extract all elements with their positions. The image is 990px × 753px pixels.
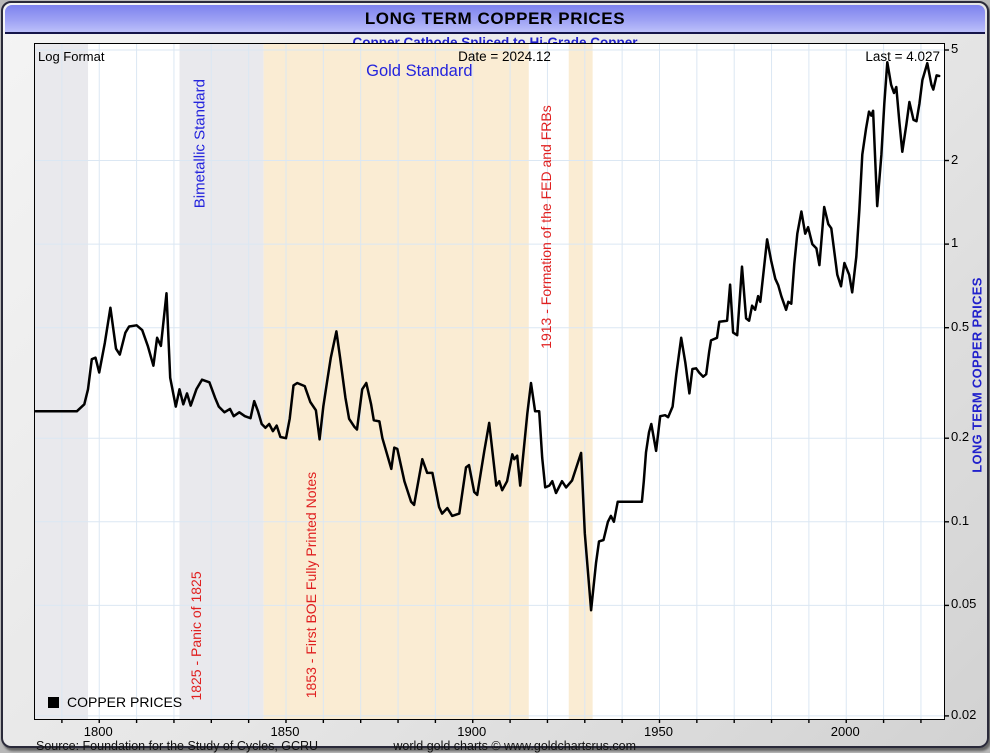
y-tick-label: 1 [951, 235, 959, 251]
legend: COPPER PRICES [48, 694, 182, 710]
x-tick-label: 1850 [270, 724, 300, 739]
band-gold-standard [263, 44, 529, 719]
y-tick-label: 0.02 [951, 706, 977, 722]
y-tick-label: 2 [951, 151, 959, 167]
y-tick-label: 5 [951, 41, 959, 56]
page-title: LONG TERM COPPER PRICES [364, 8, 626, 28]
log-format-label: Log Format [38, 49, 105, 64]
plot-area: Bimetallic Standard Gold Standard 1825 - P… [34, 43, 949, 723]
x-tick-label: 1800 [83, 724, 113, 739]
chart-canvas: Bimetallic Standard Gold Standard 1825 - P… [34, 44, 949, 723]
x-tick-label: 1900 [457, 724, 487, 739]
band-bimetallic-gray [179, 44, 264, 719]
x-tick-label: 1950 [644, 724, 673, 739]
y-tick-label: 0.5 [951, 318, 970, 334]
annotation-boe-1853: 1853 - First BOE Fully Printed Notes [303, 472, 319, 698]
annotation-bimetallic: Bimetallic Standard [192, 79, 209, 208]
y-tick-label: 0.2 [951, 429, 970, 445]
source-text: Source: Foundation for the Study of Cycl… [36, 739, 319, 753]
annotation-gold-standard: Gold Standard [366, 62, 472, 80]
right-axis-title: LONG TERM COPPER PRICES [969, 277, 985, 473]
title-bar: LONG TERM COPPER PRICES [5, 5, 985, 34]
annotation-fed-1913: 1913 - Formation of the FED and FRBs [538, 105, 554, 349]
y-tick-label: 0.05 [951, 596, 977, 612]
credit-text: world gold charts © www.goldchartsrus.co… [393, 739, 636, 753]
date-label: Date = 2024.12 [458, 49, 551, 64]
annotation-panic-1825: 1825 - Panic of 1825 [188, 571, 204, 700]
copper-price-line [34, 60, 941, 612]
band-gold-return [568, 44, 593, 719]
legend-swatch-icon [48, 696, 59, 708]
legend-label: COPPER PRICES [67, 694, 183, 710]
last-value-label: Last = 4.027 [865, 49, 940, 64]
x-tick-label: 2000 [830, 724, 860, 739]
y-tick-label: 0.1 [951, 512, 970, 528]
